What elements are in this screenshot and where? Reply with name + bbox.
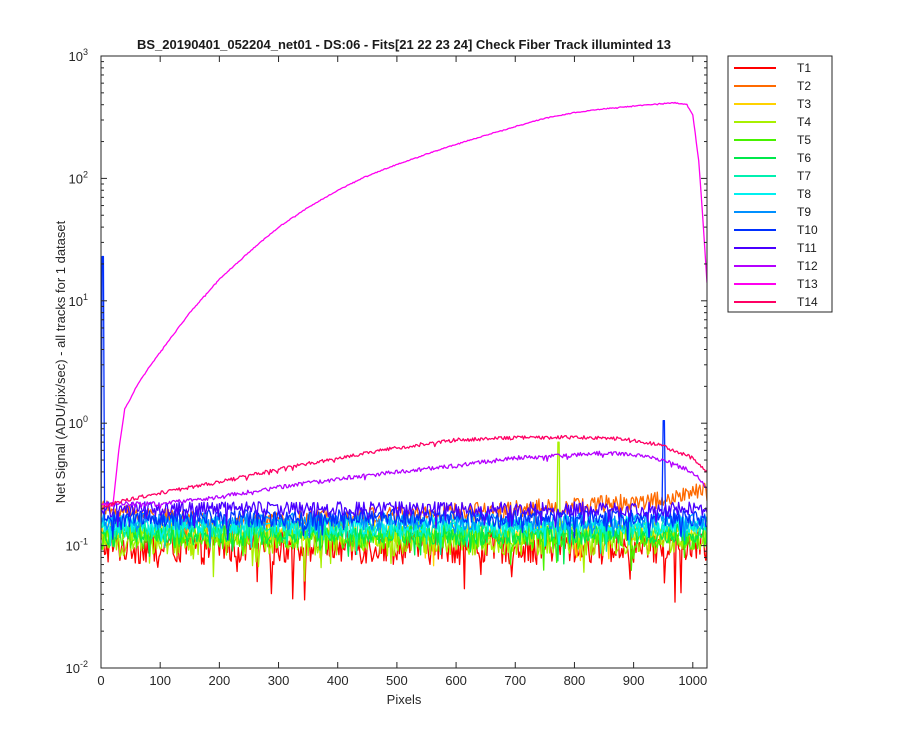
y-tick-label: 10-2 <box>66 659 88 676</box>
y-tick-label: 103 <box>69 47 88 64</box>
y-tick-label: 100 <box>69 414 88 431</box>
plot-background <box>101 56 707 668</box>
y-tick-base: 10 <box>66 539 80 554</box>
y-tick-exponent: -1 <box>80 537 88 547</box>
x-tick-label: 400 <box>327 673 349 688</box>
y-tick-exponent: 3 <box>83 47 88 57</box>
legend-label: T13 <box>797 277 818 291</box>
series-line-t13 <box>101 101 707 507</box>
y-tick-exponent: 2 <box>83 169 88 179</box>
y-tick-base: 10 <box>66 661 80 676</box>
x-tick-label: 600 <box>445 673 467 688</box>
x-tick-label: 900 <box>623 673 645 688</box>
y-tick-base: 10 <box>69 416 83 431</box>
x-tick-label: 800 <box>564 673 586 688</box>
y-tick-label: 10-1 <box>66 537 88 554</box>
x-axis-label: Pixels <box>387 692 422 707</box>
legend-label: T3 <box>797 97 811 111</box>
legend-label: T12 <box>797 259 818 273</box>
legend-label: T7 <box>797 169 811 183</box>
x-tick-label: 1000 <box>678 673 707 688</box>
y-axis-label: Net Signal (ADU/pix/sec) - all tracks fo… <box>53 220 68 503</box>
plot-frame <box>100 55 708 669</box>
legend-items: T1 T2 T3 T4 T5 T6 T7 T8 T9 T10 T11 T12 T13 T14 <box>734 61 818 309</box>
series-line-t11 <box>101 501 707 529</box>
y-tick-label: 102 <box>69 169 88 186</box>
y-tick-base: 10 <box>69 171 83 186</box>
legend-label: T8 <box>797 187 811 201</box>
legend-label: T1 <box>797 61 811 75</box>
legend-label: T4 <box>797 115 811 129</box>
y-tick-exponent: -2 <box>80 659 88 669</box>
series-line-t14 <box>101 434 707 510</box>
x-tick-label: 0 <box>97 673 104 688</box>
legend-label: T14 <box>797 295 818 309</box>
x-tick-label: 200 <box>209 673 231 688</box>
legend-label: T9 <box>797 205 811 219</box>
axis-layer: 0 100 200 300 400 500 600 700 800 900 100010-210-1… <box>66 47 708 688</box>
legend-label: T6 <box>797 151 811 165</box>
plot-area: 0 100 200 300 400 500 600 700 800 900 100010-210-1… <box>66 47 708 688</box>
legend-label: T11 <box>797 241 817 255</box>
y-tick-exponent: 0 <box>83 414 88 424</box>
legend-label: T5 <box>797 133 811 147</box>
y-tick-base: 10 <box>69 294 83 309</box>
legend-label: T2 <box>797 79 811 93</box>
series-layer <box>101 101 707 603</box>
series-line-t12 <box>101 450 707 509</box>
y-tick-label: 101 <box>69 292 88 309</box>
y-tick-exponent: 1 <box>83 292 88 302</box>
y-tick-base: 10 <box>69 49 83 64</box>
x-tick-label: 100 <box>149 673 171 688</box>
x-tick-label: 300 <box>268 673 290 688</box>
legend-label: T10 <box>797 223 818 237</box>
chart-title: BS_20190401_052204_net01 - DS:06 - Fits[… <box>137 37 671 52</box>
legend: T1 T2 T3 T4 T5 T6 T7 T8 T9 T10 T11 T12 T13 T14 <box>727 55 833 313</box>
x-tick-label: 700 <box>504 673 526 688</box>
x-tick-label: 500 <box>386 673 408 688</box>
legend-box <box>727 55 833 313</box>
